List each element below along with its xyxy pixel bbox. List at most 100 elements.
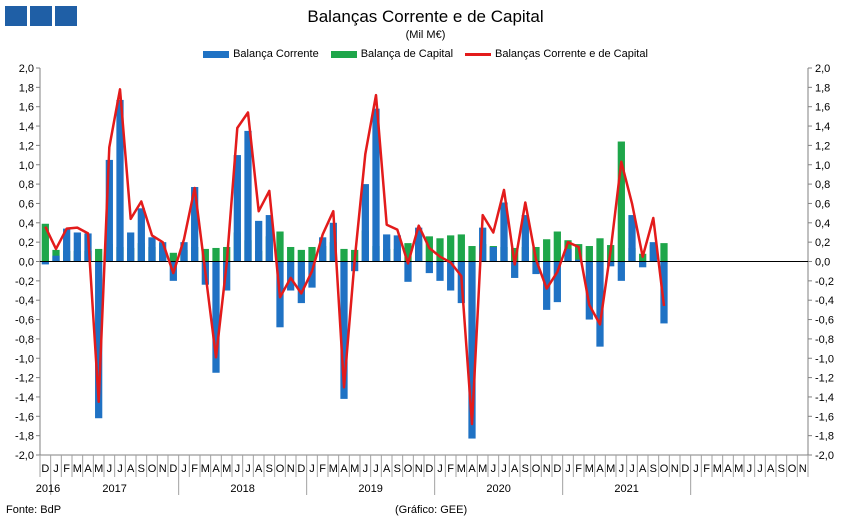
month-label: N bbox=[671, 463, 679, 475]
y-tick-label-left: 2,0 bbox=[19, 63, 34, 75]
month-label: M bbox=[329, 463, 338, 475]
bar-current bbox=[521, 215, 529, 262]
bar-current bbox=[191, 187, 199, 262]
bar-capital bbox=[436, 238, 444, 262]
bar-current bbox=[233, 155, 241, 262]
bar-current bbox=[73, 232, 81, 262]
bar-current bbox=[52, 255, 60, 262]
y-tick-label-right: -0,2 bbox=[815, 276, 834, 288]
y-tick-label-left: 0,4 bbox=[19, 218, 34, 230]
bar-current bbox=[468, 261, 476, 439]
month-label: M bbox=[350, 463, 359, 475]
month-label: J bbox=[53, 463, 59, 475]
y-tick-label-left: 1,2 bbox=[19, 140, 34, 152]
month-label: M bbox=[222, 463, 231, 475]
legend-item-capital: Balança de Capital bbox=[330, 48, 454, 60]
y-tick-label-right: 0,2 bbox=[815, 237, 830, 249]
month-label: D bbox=[297, 463, 305, 475]
legend-label-current: Balança Corrente bbox=[233, 48, 319, 60]
chart-legend: Balança Corrente Balança de Capital Bala… bbox=[0, 48, 851, 60]
bar-current bbox=[532, 261, 540, 275]
bar-current bbox=[404, 261, 412, 282]
credit-note: (Gráfico: GEE) bbox=[395, 504, 468, 516]
year-label: 2021 bbox=[614, 483, 638, 495]
bar-current bbox=[95, 261, 103, 419]
month-label: M bbox=[73, 463, 82, 475]
y-tick-label-right: 0,8 bbox=[815, 179, 830, 191]
month-label: J bbox=[363, 463, 369, 475]
bar-capital bbox=[511, 247, 519, 262]
bar-capital bbox=[276, 231, 284, 262]
bar-capital bbox=[404, 243, 412, 262]
bar-current bbox=[41, 261, 49, 265]
month-label: M bbox=[713, 463, 722, 475]
y-tick-label-left: 1,0 bbox=[19, 160, 34, 172]
bar-current bbox=[265, 215, 273, 262]
month-label: M bbox=[201, 463, 210, 475]
month-label: S bbox=[138, 463, 145, 475]
month-label: O bbox=[404, 463, 413, 475]
bar-current bbox=[340, 261, 348, 399]
legend-swatch-capital bbox=[330, 50, 357, 58]
y-tick-label-left: -1,4 bbox=[15, 392, 34, 404]
month-label: A bbox=[639, 463, 647, 475]
bar-current bbox=[383, 234, 391, 262]
bar-current bbox=[148, 237, 156, 262]
bar-capital bbox=[596, 238, 604, 262]
bar-capital bbox=[297, 249, 305, 262]
month-label: A bbox=[767, 463, 775, 475]
legend-item-current: Balança Corrente bbox=[203, 48, 319, 60]
month-label: F bbox=[63, 463, 70, 475]
month-label: J bbox=[245, 463, 251, 475]
bar-capital bbox=[201, 248, 209, 262]
bar-current bbox=[585, 261, 593, 320]
month-label: A bbox=[255, 463, 263, 475]
bar-current bbox=[575, 259, 583, 262]
month-label: S bbox=[266, 463, 273, 475]
month-label: O bbox=[660, 463, 669, 475]
y-tick-label-right: -1,2 bbox=[815, 373, 834, 385]
bar-capital bbox=[660, 243, 668, 262]
month-label: O bbox=[148, 463, 157, 475]
month-label: N bbox=[159, 463, 167, 475]
y-tick-label-left: 0,2 bbox=[19, 237, 34, 249]
month-label: S bbox=[394, 463, 401, 475]
month-label: D bbox=[553, 463, 561, 475]
bar-capital bbox=[212, 247, 220, 262]
month-label: M bbox=[478, 463, 487, 475]
month-label: N bbox=[287, 463, 295, 475]
month-label: J bbox=[693, 463, 699, 475]
bar-current bbox=[617, 261, 625, 281]
legend-label-capital: Balança de Capital bbox=[360, 48, 454, 60]
month-label: A bbox=[511, 463, 519, 475]
bar-capital bbox=[287, 246, 295, 262]
month-label: J bbox=[373, 463, 379, 475]
bar-current bbox=[511, 261, 519, 278]
month-label: J bbox=[629, 463, 635, 475]
legend-item-combined: Balanças Corrente e de Capital bbox=[465, 48, 648, 60]
y-tick-label-left: 1,4 bbox=[19, 121, 34, 133]
y-tick-label-right: 1,4 bbox=[815, 121, 830, 133]
month-label: F bbox=[447, 463, 454, 475]
bar-current bbox=[297, 261, 305, 304]
month-label: O bbox=[532, 463, 541, 475]
month-label: J bbox=[565, 463, 571, 475]
y-tick-label-right: -0,6 bbox=[815, 315, 834, 327]
y-tick-label-left: -0,2 bbox=[15, 276, 34, 288]
month-label: M bbox=[734, 463, 743, 475]
month-label: J bbox=[619, 463, 625, 475]
bar-capital bbox=[585, 246, 593, 262]
month-label: J bbox=[747, 463, 753, 475]
line-combined bbox=[44, 88, 666, 426]
y-tick-label-right: -1,4 bbox=[815, 392, 834, 404]
bar-capital bbox=[340, 248, 348, 262]
y-tick-label-left: -1,8 bbox=[15, 431, 34, 443]
y-tick-label-left: -1,6 bbox=[15, 411, 34, 423]
bar-current bbox=[116, 99, 124, 262]
bar-current bbox=[212, 261, 220, 373]
month-label: N bbox=[543, 463, 551, 475]
month-label: N bbox=[415, 463, 423, 475]
y-tick-label-right: 0,6 bbox=[815, 198, 830, 210]
chart-subtitle: (Mil M€) bbox=[405, 29, 446, 41]
month-label: O bbox=[788, 463, 797, 475]
